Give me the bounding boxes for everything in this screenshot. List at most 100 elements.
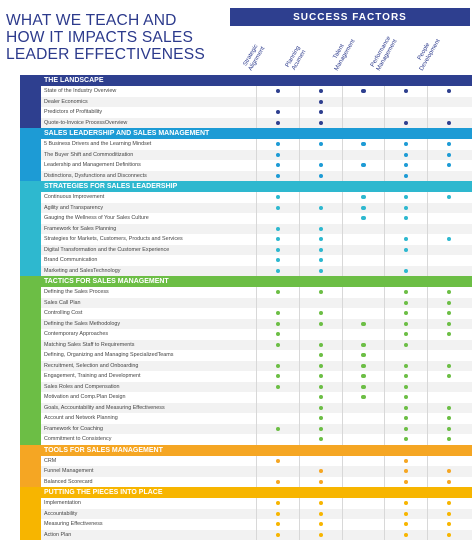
factor-cell bbox=[298, 466, 342, 477]
column-header: Talent Management bbox=[323, 30, 363, 76]
factor-cell bbox=[427, 423, 470, 434]
factor-cell bbox=[298, 213, 342, 224]
row-label: Framework for Coaching bbox=[44, 425, 104, 432]
factor-dot-icon bbox=[404, 237, 409, 242]
table-row: CRM bbox=[41, 455, 472, 466]
factor-cell bbox=[384, 107, 427, 118]
factor-dot-icon bbox=[404, 120, 409, 125]
factor-dot-icon bbox=[404, 163, 409, 168]
factor-dot-icon bbox=[318, 469, 323, 474]
row-label: Framework for Sales Planning bbox=[44, 225, 117, 232]
factor-dot-icon bbox=[446, 163, 452, 168]
factor-dot-icon bbox=[318, 437, 323, 442]
factor-cell bbox=[341, 287, 385, 298]
row-label: Controlling Cost bbox=[44, 310, 83, 317]
title-line-3: LEADER EFFECTIVENESS bbox=[6, 46, 205, 63]
factor-cell bbox=[384, 202, 427, 213]
column-header: People Development bbox=[408, 30, 448, 76]
factor-cell bbox=[384, 466, 427, 477]
row-label: The Buyer Shift and Commoditization bbox=[44, 151, 134, 158]
factor-cell bbox=[341, 339, 385, 350]
row-label: Defining, Organizing and Managing Specia… bbox=[44, 352, 174, 359]
factor-dot-icon bbox=[404, 342, 409, 347]
factor-cell bbox=[427, 466, 470, 477]
factor-cell bbox=[427, 117, 470, 128]
factor-dot-icon bbox=[404, 152, 409, 157]
factor-dot-icon bbox=[318, 522, 323, 527]
factor-dot-icon bbox=[275, 363, 280, 368]
factor-cell bbox=[341, 402, 385, 413]
factor-cell bbox=[256, 149, 299, 160]
factor-dot-icon bbox=[318, 374, 323, 379]
table-row: Distinctions, Dysfunctions and Disconnec… bbox=[41, 170, 472, 181]
factor-cell bbox=[298, 508, 342, 519]
table-section: THE LANDSCAPE State of the Industry Overv… bbox=[20, 75, 472, 128]
table-row: Predictors of Profitability bbox=[41, 107, 472, 118]
factor-dot-icon bbox=[361, 342, 366, 347]
row-label: Marketing and SalesTechnology bbox=[44, 267, 121, 274]
factor-cell bbox=[341, 318, 385, 329]
factor-cell bbox=[384, 265, 427, 276]
factor-cell bbox=[298, 498, 342, 509]
factor-cell bbox=[384, 476, 427, 487]
factor-dot-icon bbox=[404, 458, 409, 463]
factor-dot-icon bbox=[446, 532, 452, 537]
factor-cell bbox=[427, 255, 470, 266]
factor-dot-icon bbox=[275, 173, 280, 178]
table-row: Leadership and Management Definitions bbox=[41, 160, 472, 171]
row-label: Predictors of Profitability bbox=[44, 109, 103, 116]
factor-dot-icon bbox=[404, 300, 409, 305]
table-row: Sales Roles and Compensation bbox=[41, 381, 472, 392]
factor-dot-icon bbox=[361, 142, 366, 147]
row-label: Account and Network Planning bbox=[44, 415, 118, 422]
factor-dot-icon bbox=[446, 321, 452, 326]
factor-cell bbox=[298, 234, 342, 245]
column-header-label: People Development bbox=[413, 35, 442, 72]
factor-dot-icon bbox=[318, 290, 323, 295]
table-row: Gauging the Wellness of Your Sales Cultu… bbox=[41, 213, 472, 224]
table-row: Defining the Sales Methodology bbox=[41, 318, 472, 329]
column-header: Performance Management bbox=[365, 30, 405, 76]
table-row: Defining, Organizing and Managing Specia… bbox=[41, 350, 472, 361]
table-row: Account and Network Planning bbox=[41, 413, 472, 424]
row-label: Engagement, Training and Development bbox=[44, 373, 141, 380]
row-label: Recruitment, Selection and Onboarding bbox=[44, 362, 139, 369]
factor-cell bbox=[256, 381, 299, 392]
table-row: Accountability bbox=[41, 508, 472, 519]
factor-cell bbox=[256, 223, 299, 234]
factor-cell bbox=[384, 392, 427, 403]
factor-cell bbox=[427, 529, 470, 540]
table-row: Measuring Effectiveness bbox=[41, 519, 472, 530]
factor-cell bbox=[256, 413, 299, 424]
factor-dot-icon bbox=[275, 195, 280, 200]
factor-dot-icon bbox=[275, 479, 280, 484]
factor-cell bbox=[384, 287, 427, 298]
factor-cell bbox=[256, 265, 299, 276]
table-row: Matching Sales Staff to Requirements bbox=[41, 339, 472, 350]
factor-cell bbox=[256, 86, 299, 97]
factor-cell bbox=[427, 139, 470, 150]
row-label: Distinctions, Dysfunctions and Disconnec… bbox=[44, 172, 147, 179]
factor-dot-icon bbox=[275, 458, 280, 463]
factor-cell bbox=[298, 223, 342, 234]
factor-dot-icon bbox=[275, 311, 280, 316]
curriculum-table: THE LANDSCAPE State of the Industry Overv… bbox=[20, 75, 472, 540]
table-row: Framework for Sales Planning bbox=[41, 223, 472, 234]
factor-cell bbox=[256, 434, 299, 445]
factor-cell bbox=[427, 329, 470, 340]
factor-cell bbox=[298, 423, 342, 434]
table-row: Contemporary Approaches bbox=[41, 329, 472, 340]
factor-cell bbox=[341, 360, 385, 371]
factor-cell bbox=[384, 308, 427, 319]
factor-cell bbox=[341, 107, 385, 118]
factor-cell bbox=[384, 508, 427, 519]
factor-cell bbox=[341, 139, 385, 150]
factor-cell bbox=[341, 149, 385, 160]
factor-dot-icon bbox=[318, 532, 323, 537]
factor-dot-icon bbox=[275, 258, 280, 263]
factor-dot-icon bbox=[318, 405, 323, 410]
factor-cell bbox=[341, 455, 385, 466]
factor-cell bbox=[427, 434, 470, 445]
factor-cell bbox=[256, 170, 299, 181]
factor-dot-icon bbox=[446, 89, 452, 94]
